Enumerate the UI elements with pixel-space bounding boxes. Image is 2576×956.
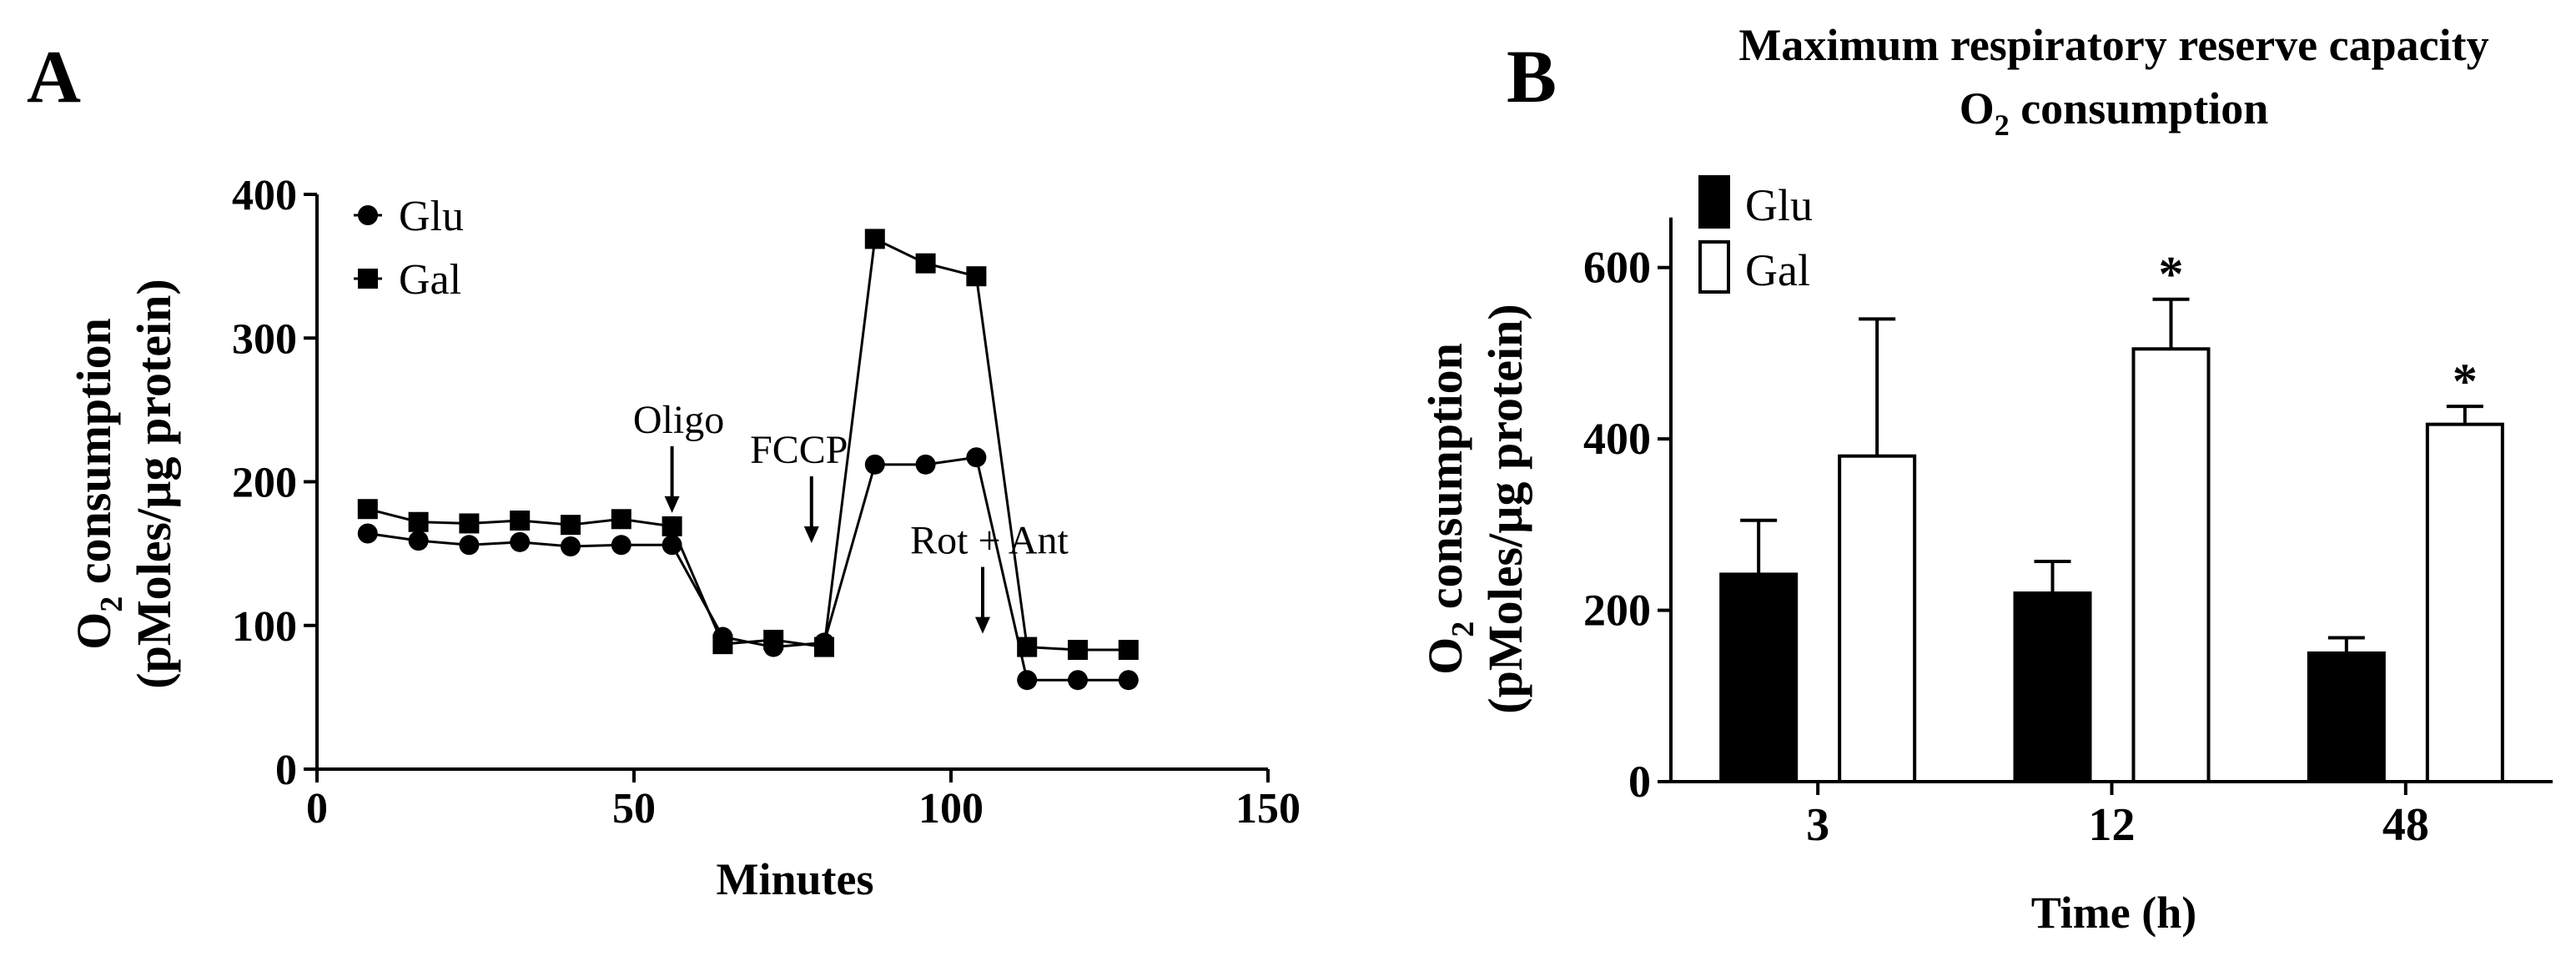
data-point-gal [1068,640,1088,661]
panel-a-ticks: 0 100 200 300 400 0 50 100 150 [232,172,1301,833]
data-point-glu [357,523,378,544]
panel-a-xtick-label: 100 [918,785,984,833]
data-point-gal [561,515,581,536]
data-point-glu [1118,670,1139,691]
data-point-gal [408,511,429,532]
panel-a-xtick-label: 150 [1235,785,1301,833]
annotation-label: Oligo [633,398,724,442]
panel-a-legend: Glu Gal [354,193,464,304]
data-point-glu [915,454,936,475]
legend-glu-label: Glu [399,193,464,240]
bar-glu-48 [2307,651,2386,784]
data-point-gal [712,634,733,655]
data-point-gal [814,636,834,657]
data-point-gal [763,629,784,650]
data-point-gal [915,253,936,274]
legend-gal-swatch [1698,240,1730,294]
panel-a-annotations: Oligo FCCP Rot + Ant [633,398,1069,634]
legend-b-gal-label: Gal [1745,245,1810,295]
data-point-gal [510,511,531,531]
data-point-gal [611,509,631,530]
panel-b-ylabel-line1: O2 consumption [1418,343,1481,675]
legend-glu-swatch [1698,175,1730,229]
data-point-glu [510,531,531,552]
panel-a-label: A [27,36,81,118]
panel-a: A O2 consumption (pMoles/µg protein) 0 10… [27,36,1301,904]
panel-b-title-line2: O2 consumption [1960,83,2269,142]
data-point-gal [1017,636,1038,657]
annotation-arrowhead [664,496,680,513]
data-point-gal [459,513,480,534]
data-point-glu [459,535,480,556]
panel-b-ticks: 0 200 400 600 3 12 48 [1583,243,2429,851]
data-point-gal [1118,640,1139,661]
data-point-gal [864,229,885,249]
data-point-glu [1017,670,1038,691]
panel-b-ylabel-line2: (pMoles/µg protein) [1478,304,1532,713]
panel-b-axes [1669,217,2553,783]
data-point-glu [966,447,987,468]
panel-a-ylabel: O2 consumption (pMoles/µg protein) [67,279,181,688]
panel-a-ylabel-line1: O2 consumption [67,318,129,650]
panel-b-title-line1: Maximum respiratory reserve capacity [1738,20,2488,70]
series-line-glu [367,455,1129,682]
panel-b-ytick-label: 200 [1583,586,1651,636]
panel-a-xlabel: Minutes [717,854,874,904]
legend-b-glu-label: Glu [1745,180,1813,230]
panel-b-legend: Glu Gal [1698,175,1813,295]
data-point-glu [1068,670,1088,691]
panel-a-ytick-label: 300 [232,315,297,363]
panel-b-ytick-label: 0 [1628,757,1651,807]
data-point-gal [662,516,682,536]
bar-glu-12 [2013,591,2092,783]
panel-a-xtick-label: 0 [306,785,328,833]
annotation-label: FCCP [750,428,848,472]
panel-a-ytick-label: 400 [232,172,297,219]
data-point-glu [561,536,581,557]
significance-marker: * [2453,354,2478,409]
legend-gal-label: Gal [399,256,461,304]
panel-b-ytick-label: 400 [1583,414,1651,464]
panel-b-ylabel: O2 consumption (pMoles/µg protein) [1418,304,1532,713]
panel-b-xtick-label: 3 [1806,799,1829,851]
data-point-glu [611,535,631,556]
bar-gal-48 [2425,422,2504,783]
panel-a-xtick-label: 50 [612,785,656,833]
panel-a-ytick-label: 0 [275,747,297,794]
panel-a-series [357,229,1139,691]
annotation-arrowhead [975,616,990,634]
panel-b-label: B [1507,36,1557,118]
panel-b-bars: ** [1719,247,2504,784]
panel-a-ylabel-line2: (pMoles/µg protein) [127,279,181,688]
data-point-gal [966,266,987,287]
data-point-gal [357,499,378,520]
panel-b-xtick-label: 12 [2089,799,2136,851]
panel-a-ytick-label: 200 [232,460,297,507]
annotation-arrowhead [803,526,819,543]
series-line-gal [367,237,1129,652]
panel-b-ytick-label: 600 [1583,243,1651,293]
bar-glu-3 [1719,572,1799,784]
data-point-glu [864,454,885,475]
annotation-label: Rot + Ant [910,519,1069,563]
data-point-glu [408,531,429,551]
panel-a-ytick-label: 100 [232,603,297,651]
panel-b: B Maximum respiratory reserve capacity O… [1418,20,2553,938]
panel-b-xlabel: Time (h) [2031,888,2197,938]
panel-b-xtick-label: 48 [2382,799,2429,851]
bar-gal-3 [1838,454,1917,784]
significance-marker: * [2159,247,2184,302]
bar-gal-12 [2131,347,2211,783]
